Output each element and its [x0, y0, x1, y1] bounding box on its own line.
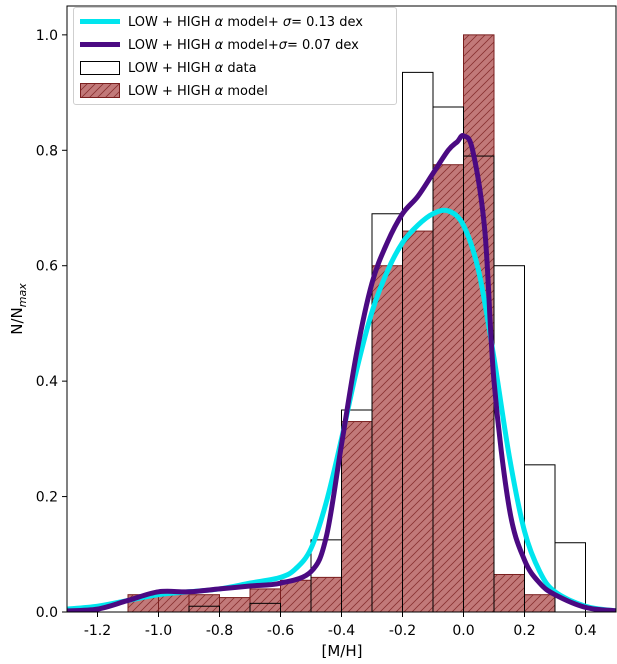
x-tick-label: -1.0	[145, 623, 172, 639]
model-bar-hatch	[219, 597, 250, 612]
y-tick-label: 0.8	[36, 143, 58, 159]
y-tick-label: 1.0	[36, 28, 58, 44]
legend-item-data: LOW + HIGH α data	[74, 58, 257, 78]
y-axis-label: N/Nmax	[8, 283, 29, 335]
legend-label-model: LOW + HIGH α model	[128, 83, 268, 99]
data-bar	[554, 542, 586, 612]
model-bar-hatch	[158, 591, 189, 612]
x-axis-label: [M/H]	[322, 642, 363, 660]
x-tick-label: -0.4	[328, 623, 355, 639]
data-bar	[493, 265, 525, 612]
legend-item-sigma-007: LOW + HIGH α model+σ= 0.07 dex	[74, 35, 359, 55]
legend-label-sigma-013: LOW + HIGH α model+ σ= 0.13 dex	[128, 14, 363, 30]
x-tick-label: 0.2	[513, 623, 535, 639]
y-tick-label: 0.0	[36, 605, 58, 621]
x-tick-label: -0.8	[206, 623, 233, 639]
model-bar-hatch	[311, 577, 342, 612]
legend-label-data: LOW + HIGH α data	[128, 60, 257, 76]
model-bar-hatch	[433, 164, 464, 612]
x-tick-label: -1.2	[84, 623, 111, 639]
model-bar-hatch	[341, 421, 372, 612]
model-bar-hatch	[524, 594, 555, 612]
legend-swatch-data-box	[80, 59, 120, 77]
data-bar	[188, 605, 220, 612]
x-tick-label: 0.0	[452, 623, 474, 639]
y-tick-label: 0.2	[36, 490, 58, 506]
legend-swatch-cyan-line	[80, 13, 120, 31]
legend-item-model: LOW + HIGH α model	[74, 81, 268, 101]
legend-item-sigma-013: LOW + HIGH α model+ σ= 0.13 dex	[74, 12, 363, 32]
x-tick-label: -0.2	[389, 623, 416, 639]
legend: LOW + HIGH α model+ σ= 0.13 dex LOW + HI…	[73, 7, 397, 105]
model-bar-hatch	[189, 594, 220, 612]
x-tick-label: -0.6	[267, 623, 294, 639]
model-bar-hatch	[250, 588, 281, 612]
legend-swatch-model-hatched	[80, 82, 120, 100]
model-bar-hatch	[494, 574, 525, 612]
y-tick-label: 0.6	[36, 259, 58, 275]
model-bar-hatch	[402, 231, 433, 612]
legend-label-sigma-007: LOW + HIGH α model+σ= 0.07 dex	[128, 37, 359, 53]
model-bar-hatch	[280, 580, 311, 612]
y-axis-label-main: N/N	[8, 307, 26, 335]
legend-swatch-purple-line	[80, 36, 120, 54]
y-tick-label: 0.4	[36, 374, 58, 390]
y-axis-label-sub: max	[16, 283, 29, 307]
x-tick-label: 0.4	[574, 623, 596, 639]
model-bar-hatch	[372, 265, 403, 612]
purple-curve-sigma-007	[67, 133, 616, 612]
